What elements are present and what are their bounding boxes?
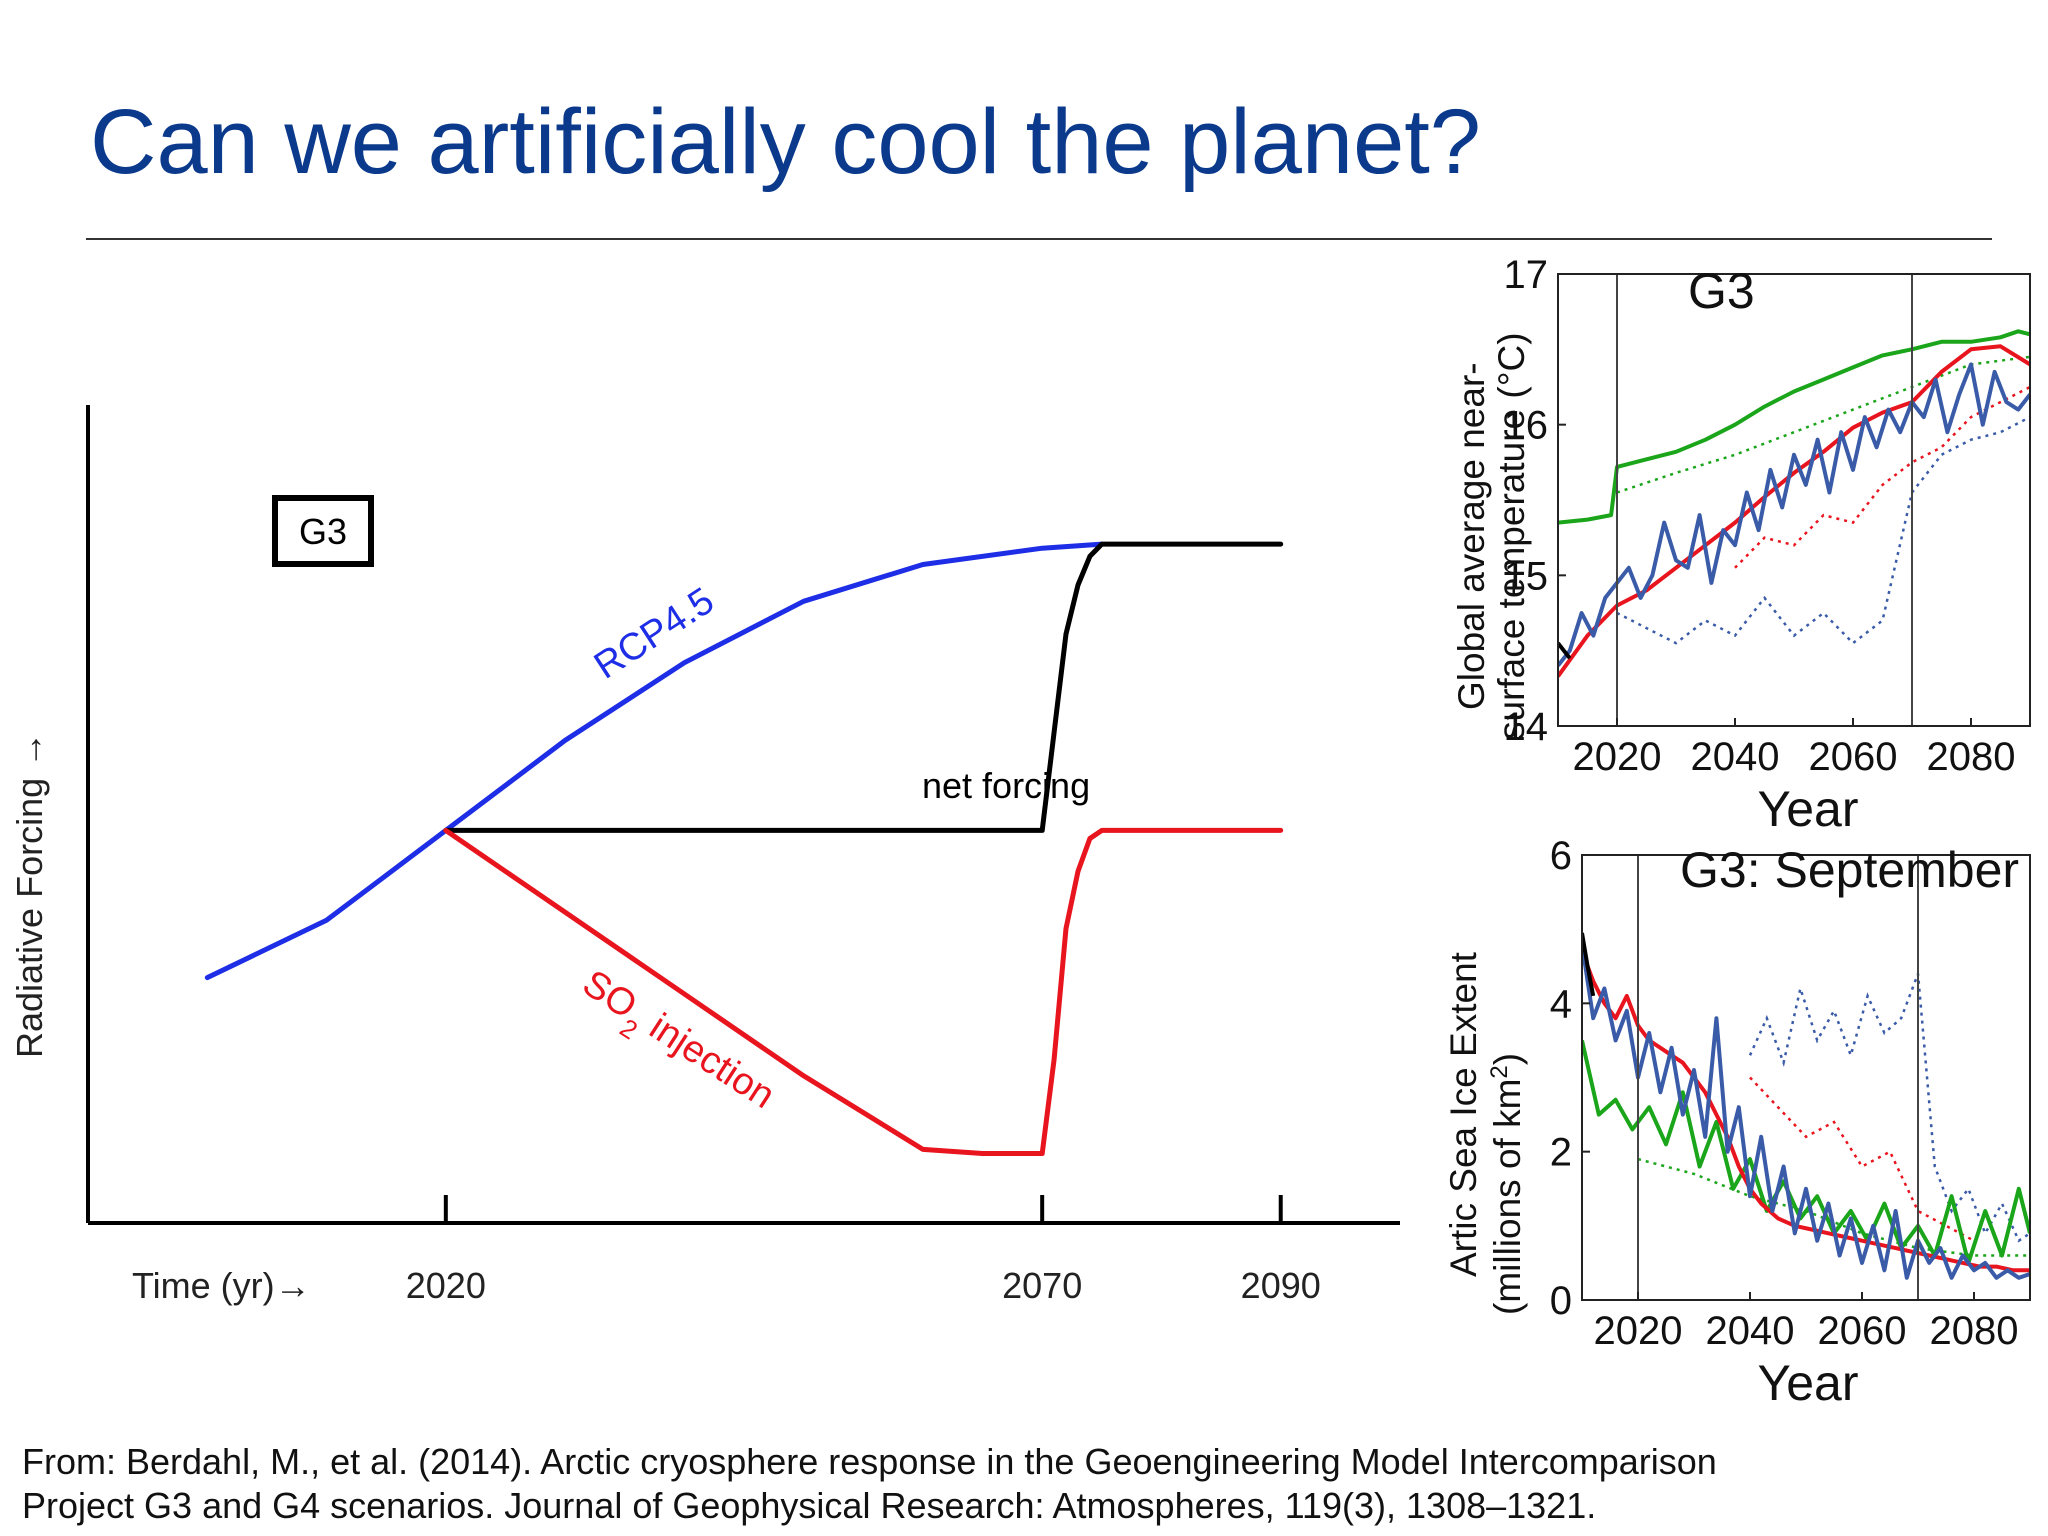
- temperature-chart: 14 15 16 17 2020 2040 2060 2080 G3 Global avera…: [1451, 253, 2031, 837]
- slide-title: Can we artificially cool the planet?: [90, 91, 1481, 193]
- net-forcing-annotation: net forcing: [922, 765, 1090, 806]
- series-line-0: [204, 541, 1105, 981]
- temp-y-tick-label-0: 14: [1504, 705, 1549, 749]
- temp-ylabel-line-2: surface temperature (°C): [1491, 332, 1532, 740]
- temp-dotted-series-1: [1734, 385, 2030, 569]
- title-divider: [86, 238, 1992, 240]
- x-axis-label: Time (yr)→: [132, 1265, 311, 1306]
- ice-y-tick-label-2: 4: [1550, 982, 1572, 1026]
- temp-x-tick-label-2: 2060: [1809, 735, 1898, 779]
- ice-units-sup: 2: [1486, 1065, 1513, 1078]
- temp-y-tick-label-3: 17: [1504, 253, 1549, 297]
- temp-x-tick-label-1: 2040: [1691, 735, 1780, 779]
- x-tick-label-1: 2070: [1002, 1265, 1082, 1306]
- ice-y-tick-label-3: 6: [1550, 835, 1572, 878]
- x-tick-label-2: 2090: [1241, 1265, 1321, 1306]
- x-ticks: [443, 1195, 1283, 1223]
- temp-series-line-1: [1558, 344, 2030, 678]
- temp-ylabel-line-1: Global average near-: [1451, 362, 1492, 710]
- citation-line-2: Project G3 and G4 scenarios. Journal of …: [22, 1485, 1597, 1526]
- series-line-1: [443, 541, 1284, 833]
- ice-x-tick-label-2: 2060: [1818, 1309, 1907, 1353]
- ice-x-tick-label-3: 2080: [1930, 1309, 2019, 1353]
- series-line-2: [443, 827, 1284, 1156]
- temp-series-line-3: [1558, 641, 1572, 660]
- ice-series-line-3: [1582, 932, 1596, 997]
- temp-series-group: [1558, 329, 2030, 678]
- temp-series-line-2: [1558, 362, 2030, 667]
- ice-y-axis-label-units: (millions of km2): [1486, 1053, 1529, 1315]
- ice-y-tick-label-0: 0: [1550, 1279, 1572, 1323]
- ice-panel-title: G3: September: [1680, 842, 2019, 898]
- g3-box: [272, 495, 374, 567]
- temp-frame: [1557, 273, 2031, 727]
- chart-plot-area: [86, 405, 1400, 1225]
- x-tick-label-0: 2020: [406, 1265, 486, 1306]
- ice-units-end: ): [1487, 1053, 1528, 1065]
- temp-y-tick-label-1: 15: [1504, 554, 1549, 598]
- temp-plot-area: 14 15 16 17 2020 2040 2060 2080: [1504, 253, 2031, 779]
- ice-y-axis-label: Artic Sea Ice Extent: [1443, 951, 1484, 1277]
- ice-dotted-series-2: [1637, 1157, 2030, 1257]
- ice-x-tick-label-1: 2040: [1706, 1309, 1795, 1353]
- rcp-annotation: RCP4.5: [587, 580, 721, 688]
- sea-ice-chart: 0 2 4 6 2020 2040 2060 2080 G3: September Artic…: [1443, 835, 2031, 1411]
- temp-x-tick-label-3: 2080: [1927, 735, 2016, 779]
- ice-frame: [1581, 854, 2031, 1301]
- x-tick-labels: 2020 2070 2090: [406, 1265, 1321, 1306]
- temp-panel-title: G3: [1688, 263, 1755, 319]
- so2-rest: injection: [633, 1000, 782, 1117]
- series-group: [204, 541, 1284, 1156]
- citation-line-1: From: Berdahl, M., et al. (2014). Arctic…: [22, 1441, 1717, 1482]
- ice-series-line-1: [1582, 950, 2030, 1273]
- ice-units-main: (millions of km: [1487, 1079, 1528, 1315]
- temp-x-axis-label: Year: [1757, 781, 1858, 837]
- temp-dotted-series-0: [1616, 355, 2030, 494]
- g3-box-label: G3: [299, 511, 347, 552]
- temp-x-tick-label-0: 2020: [1573, 735, 1662, 779]
- temp-y-tick-label-2: 16: [1504, 404, 1549, 448]
- ice-dotted-series-1: [1749, 1076, 1975, 1242]
- ice-series-group: [1582, 932, 2030, 1280]
- ice-y-tick-label-1: 2: [1550, 1131, 1572, 1175]
- ice-series-line-2: [1582, 943, 2030, 1280]
- ice-x-axis-label: Year: [1757, 1355, 1858, 1411]
- ice-plot-area: 0 2 4 6 2020 2040 2060 2080: [1550, 835, 2031, 1353]
- y-axis-label: Radiative Forcing →: [9, 732, 50, 1058]
- ice-x-tick-label-0: 2020: [1594, 1309, 1683, 1353]
- temp-y-axis-label: Global average near-surface temperature …: [1451, 332, 1532, 740]
- radiative-forcing-chart: G3 RCP4.5 net forcing SO2 injection Radi…: [9, 405, 1400, 1306]
- citation: From: Berdahl, M., et al. (2014). Arctic…: [22, 1440, 2022, 1528]
